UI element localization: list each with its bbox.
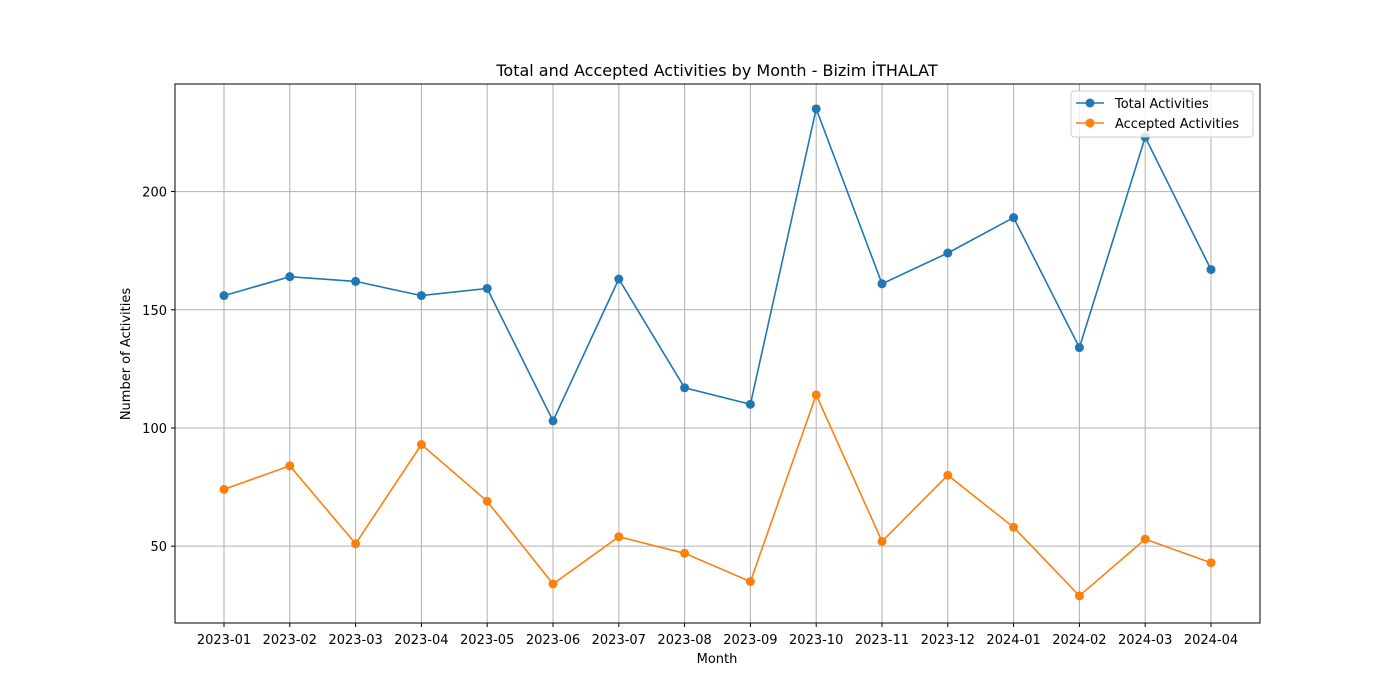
x-tick-label: 2023-07 (592, 633, 646, 648)
data-point (1140, 534, 1150, 544)
chart-title: Total and Accepted Activities by Month -… (495, 61, 938, 80)
x-tick-label: 2023-11 (855, 633, 909, 648)
data-point (351, 276, 361, 286)
x-tick-label: 2023-08 (657, 633, 711, 648)
grid (175, 84, 1260, 623)
data-point (811, 104, 821, 114)
data-point (680, 548, 690, 558)
legend-label: Total Activities (1114, 97, 1209, 112)
y-axis-title: Number of Activities (119, 288, 134, 421)
data-point (943, 470, 953, 480)
x-tick-label: 2023-01 (197, 633, 251, 648)
x-axis-ticks: 2023-01 2023-02 2023-03 2023-04 2023-05 2023-… (197, 623, 1238, 648)
data-point (680, 383, 690, 393)
data-point (877, 279, 887, 289)
data-point (1009, 522, 1019, 532)
x-tick-label: 2023-12 (921, 633, 975, 648)
data-point (548, 579, 558, 589)
plot-frame (174, 83, 1261, 624)
legend-box (1070, 90, 1254, 138)
y-axis-ticks: 50 100 150 200 (142, 186, 175, 555)
data-point (745, 577, 755, 587)
legend-marker (1085, 98, 1095, 108)
x-tick-label: 2024-01 (986, 633, 1040, 648)
y-tick-label: 50 (150, 540, 167, 555)
data-point (877, 536, 887, 546)
data-point (1206, 265, 1216, 275)
x-tick-label: 2023-09 (723, 633, 777, 648)
series-2 (219, 390, 1216, 601)
data-point (1074, 591, 1084, 601)
x-axis-title: Month (697, 652, 738, 667)
data-point (219, 291, 229, 301)
x-tick-label: 2024-04 (1184, 633, 1238, 648)
data-point (482, 496, 492, 506)
x-tick-label: 2023-05 (460, 633, 514, 648)
legend-label: Accepted Activities (1115, 117, 1239, 132)
data-point (416, 291, 426, 301)
x-tick-label: 2023-04 (394, 633, 448, 648)
legend: Total Activities Accepted Activities (1070, 90, 1254, 138)
x-tick-label: 2023-02 (263, 633, 317, 648)
data-point (219, 484, 229, 494)
x-tick-label: 2023-03 (328, 633, 382, 648)
data-point (285, 461, 295, 471)
x-tick-label: 2023-06 (526, 633, 580, 648)
data-point (548, 416, 558, 426)
x-tick-label: 2023-10 (789, 633, 843, 648)
series-line (223, 106, 1212, 423)
data-point (943, 248, 953, 258)
data-point (285, 272, 295, 282)
series-1 (219, 104, 1216, 426)
data-point (416, 440, 426, 450)
data-point (482, 283, 492, 293)
y-tick-label: 150 (142, 304, 167, 319)
y-tick-label: 100 (142, 422, 167, 437)
y-tick-label: 200 (142, 186, 167, 201)
series-layer (219, 104, 1216, 601)
data-point (745, 399, 755, 409)
series-line (223, 392, 1212, 597)
data-point (614, 274, 624, 284)
data-point (811, 390, 821, 400)
data-point (1206, 558, 1216, 568)
x-tick-label: 2024-03 (1118, 633, 1172, 648)
data-point (1074, 343, 1084, 353)
data-point (351, 539, 361, 549)
data-point (614, 532, 624, 542)
x-tick-label: 2024-02 (1052, 633, 1106, 648)
legend-marker (1085, 118, 1095, 128)
data-point (1009, 213, 1019, 223)
